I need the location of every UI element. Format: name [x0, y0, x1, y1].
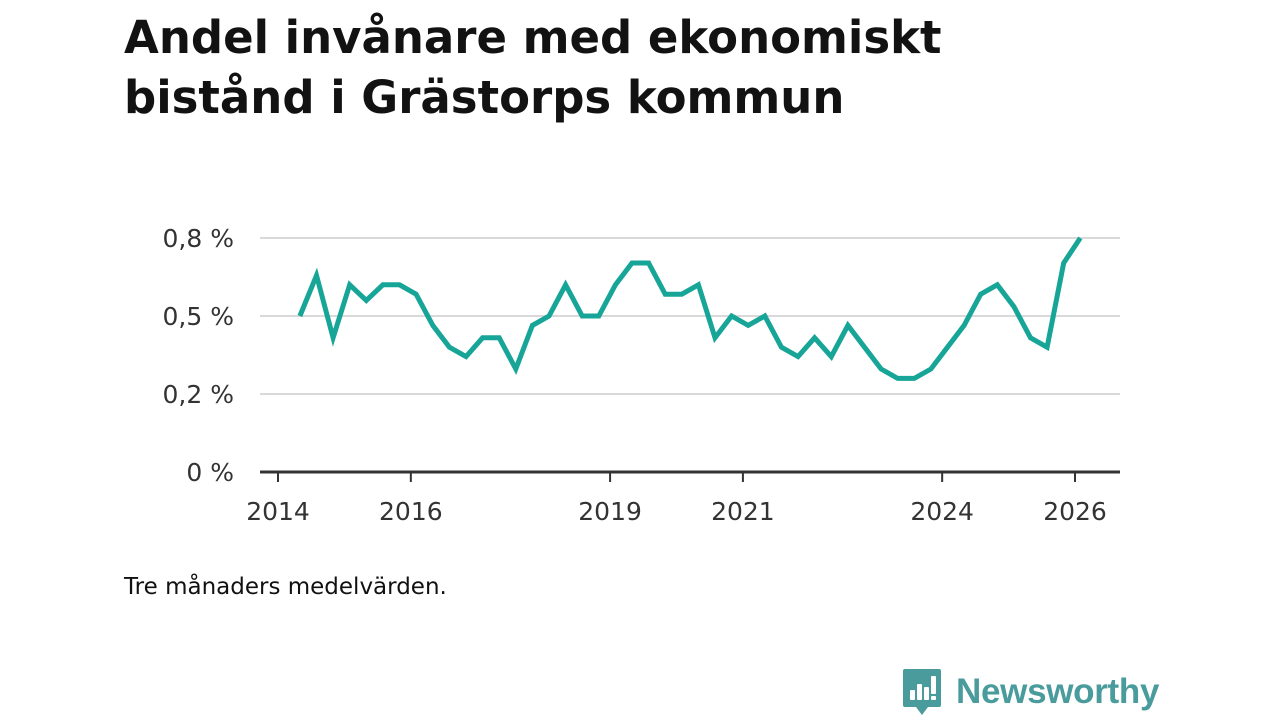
series-line — [297, 236, 1083, 381]
x-tick-label: 2024 — [910, 497, 974, 526]
series-layer — [297, 236, 1083, 381]
x-tick-label: 2019 — [578, 497, 642, 526]
x-tick-label: 2026 — [1043, 497, 1107, 526]
y-axis-labels: 0 % 0,2 % 0,5 % 0,8 % — [163, 224, 234, 487]
x-tick-label: 2016 — [379, 497, 443, 526]
x-axis — [260, 470, 1120, 482]
newsworthy-logo-icon — [903, 669, 941, 715]
x-tick-label: 2021 — [711, 497, 775, 526]
chart-title: Andel invånare med ekonomiskt bistånd i … — [124, 11, 942, 124]
y-tick-label: 0 % — [186, 458, 234, 487]
y-tick-label: 0,8 % — [163, 224, 234, 253]
x-tick-label: 2014 — [246, 497, 310, 526]
chart-note: Tre månaders medelvärden. — [124, 574, 447, 600]
y-tick-label: 0,2 % — [163, 380, 234, 409]
x-axis-labels: 2014 2016 2019 2021 2024 2026 — [246, 497, 1107, 526]
grid-lines — [260, 237, 1120, 395]
brand-name: Newsworthy — [956, 672, 1160, 711]
y-tick-label: 0,5 % — [163, 302, 234, 331]
brand-logo[interactable]: Newsworthy — [902, 668, 1159, 716]
